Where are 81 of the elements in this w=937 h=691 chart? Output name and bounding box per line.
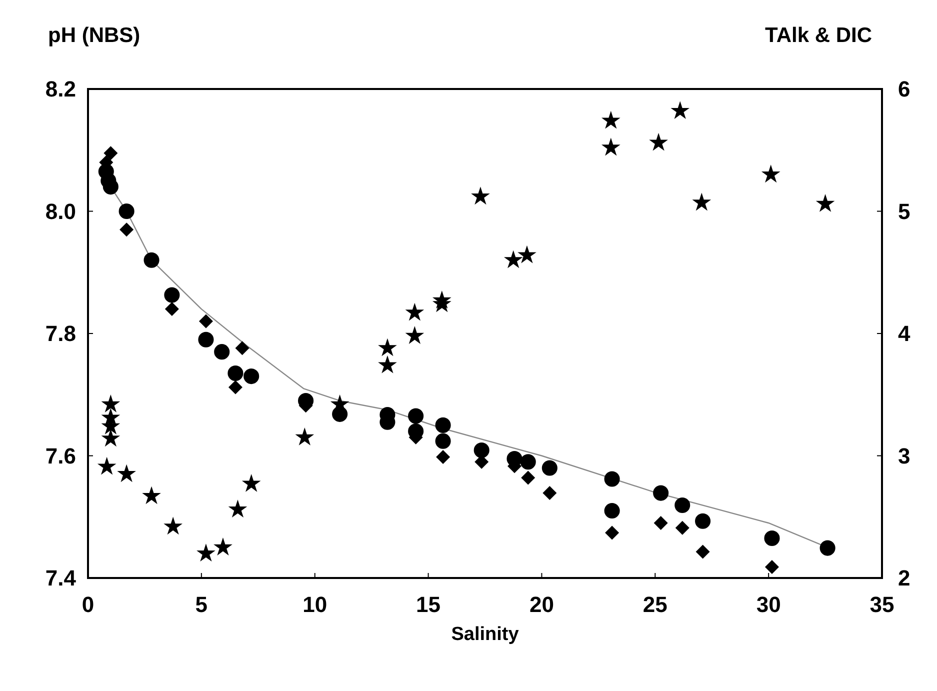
x-tick-label: 30 [756, 592, 781, 617]
point [214, 344, 230, 360]
point [816, 194, 835, 212]
point [605, 526, 620, 540]
point [235, 341, 250, 356]
y-tick-label: 7.8 [45, 321, 76, 346]
point [820, 540, 836, 556]
point [196, 544, 216, 562]
point [102, 179, 118, 195]
point [101, 428, 120, 447]
point [653, 485, 669, 501]
point [520, 454, 536, 470]
point [144, 252, 160, 268]
point [435, 417, 451, 433]
point [408, 408, 424, 424]
point [104, 146, 118, 160]
point [471, 186, 490, 205]
point [695, 513, 711, 529]
point [604, 471, 620, 487]
point [164, 302, 179, 316]
point [164, 516, 182, 535]
y-axis-title: pH (NBS) [48, 24, 140, 47]
x-tick-label: 5 [195, 592, 208, 617]
point [405, 302, 424, 321]
point [97, 456, 116, 475]
point [405, 326, 424, 344]
point [242, 474, 261, 492]
point [761, 164, 780, 183]
point [142, 486, 161, 504]
x-tick-label: 0 [82, 592, 94, 617]
x-tick-label: 15 [416, 592, 441, 617]
point [504, 250, 523, 268]
point [696, 544, 710, 559]
point [435, 433, 451, 449]
point [601, 138, 620, 156]
x-tick-label: 35 [870, 592, 894, 617]
point [378, 338, 397, 356]
x-tick-label: 25 [642, 592, 668, 617]
point [670, 101, 690, 120]
point [649, 132, 668, 151]
point [228, 365, 244, 381]
point [198, 332, 214, 348]
point [474, 442, 490, 458]
point [542, 486, 557, 500]
point [295, 428, 314, 446]
y-tick-label: 7.4 [45, 566, 77, 591]
point [436, 450, 450, 464]
x-axis-title: Salinity [451, 624, 520, 645]
point [101, 394, 120, 412]
x-tick-label: 10 [302, 592, 328, 617]
point [692, 192, 712, 211]
point [654, 516, 668, 530]
y2-tick-label: 2 [898, 566, 910, 591]
point [244, 368, 260, 384]
point [120, 222, 134, 237]
point [164, 287, 180, 303]
point [764, 560, 779, 574]
y-tick-label: 8.0 [45, 198, 76, 224]
point [198, 314, 213, 328]
point [675, 520, 690, 535]
y-tick-label: 7.6 [45, 443, 76, 468]
y2-tick-label: 6 [898, 76, 910, 102]
point [674, 498, 690, 514]
x-tick-label: 20 [529, 592, 554, 617]
point [378, 355, 397, 374]
point [117, 464, 136, 482]
y2-axis-title: TAlk & DIC [765, 24, 872, 47]
y2-tick-label: 3 [898, 443, 910, 468]
y2-tick-label: 5 [898, 198, 910, 224]
point [518, 245, 536, 264]
point [601, 110, 620, 129]
point [542, 460, 558, 476]
y2-tick-label: 4 [898, 321, 911, 346]
point [604, 503, 620, 519]
point [228, 500, 248, 518]
point [118, 203, 134, 220]
point [228, 380, 242, 394]
point [521, 470, 536, 485]
y-tick-label: 8.2 [45, 76, 76, 102]
point [764, 530, 780, 546]
point [214, 538, 232, 556]
